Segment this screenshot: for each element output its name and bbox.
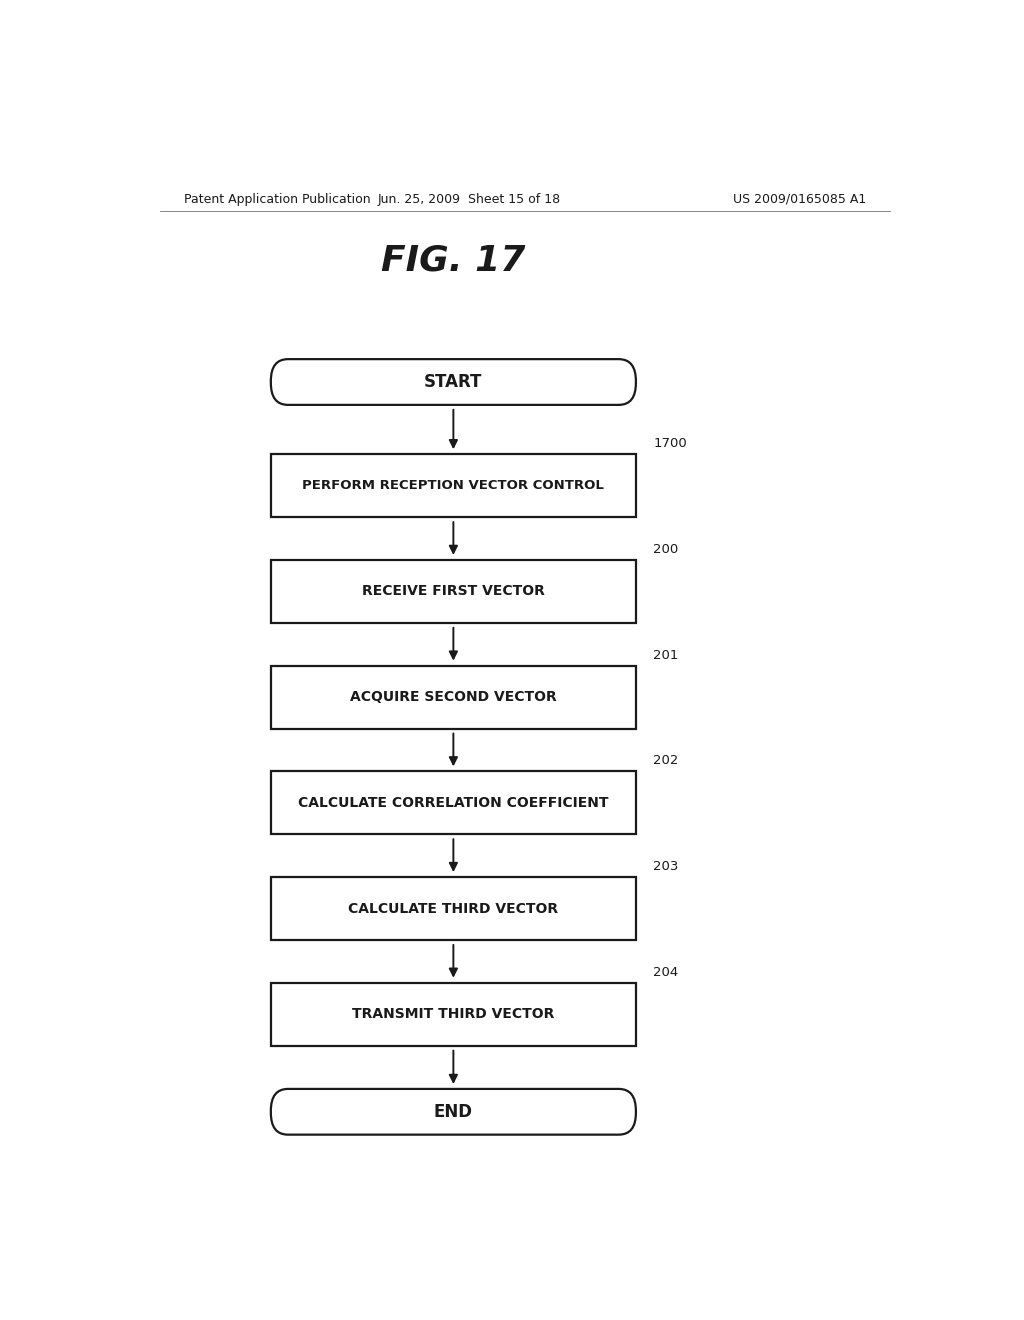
FancyBboxPatch shape (270, 1089, 636, 1135)
Text: END: END (434, 1102, 473, 1121)
FancyBboxPatch shape (270, 359, 636, 405)
FancyBboxPatch shape (270, 771, 636, 834)
Text: 203: 203 (653, 859, 679, 873)
FancyBboxPatch shape (270, 560, 636, 623)
Text: Patent Application Publication: Patent Application Publication (183, 193, 371, 206)
Text: PERFORM RECEPTION VECTOR CONTROL: PERFORM RECEPTION VECTOR CONTROL (302, 479, 604, 492)
Text: CALCULATE CORRELATION COEFFICIENT: CALCULATE CORRELATION COEFFICIENT (298, 796, 608, 809)
Text: FIG. 17: FIG. 17 (381, 243, 525, 277)
Text: CALCULATE THIRD VECTOR: CALCULATE THIRD VECTOR (348, 902, 558, 916)
Text: RECEIVE FIRST VECTOR: RECEIVE FIRST VECTOR (361, 585, 545, 598)
Text: 201: 201 (653, 648, 679, 661)
Text: TRANSMIT THIRD VECTOR: TRANSMIT THIRD VECTOR (352, 1007, 555, 1022)
Text: US 2009/0165085 A1: US 2009/0165085 A1 (733, 193, 866, 206)
FancyBboxPatch shape (270, 876, 636, 940)
FancyBboxPatch shape (270, 454, 636, 517)
Text: 202: 202 (653, 754, 679, 767)
Text: ACQUIRE SECOND VECTOR: ACQUIRE SECOND VECTOR (350, 690, 557, 704)
Text: 204: 204 (653, 966, 679, 978)
FancyBboxPatch shape (270, 982, 636, 1045)
Text: 1700: 1700 (653, 437, 687, 450)
Text: START: START (424, 374, 482, 391)
FancyBboxPatch shape (270, 665, 636, 729)
Text: 200: 200 (653, 543, 679, 556)
Text: Jun. 25, 2009  Sheet 15 of 18: Jun. 25, 2009 Sheet 15 of 18 (378, 193, 561, 206)
